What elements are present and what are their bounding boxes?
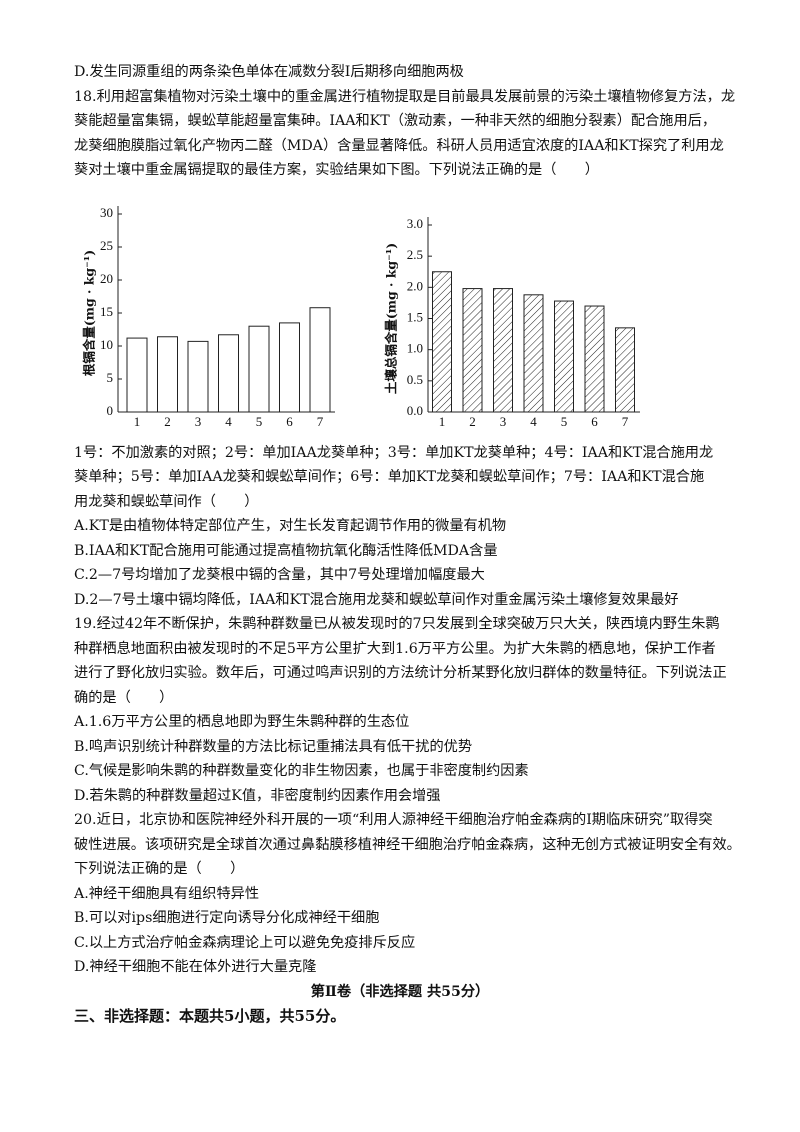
bar bbox=[126, 337, 148, 412]
y-axis-label: 根镉含量(mg · kg⁻¹) bbox=[82, 249, 97, 375]
x-tick-label: 5 bbox=[561, 413, 568, 428]
x-tick-label: 7 bbox=[317, 413, 324, 428]
bar bbox=[584, 305, 605, 412]
x-tick-label: 1 bbox=[439, 413, 446, 428]
option-line: B.IAA和KT配合施用可能通过提高植物抗氧化酶活性降低MDA含量 bbox=[74, 542, 498, 559]
option-line: C.2—7号均增加了龙葵根中镉的含量，其中7号处理增加幅度最大 bbox=[74, 567, 485, 583]
bar bbox=[279, 321, 300, 412]
y-tick-label: 1.5 bbox=[407, 309, 423, 324]
bar bbox=[218, 333, 239, 412]
option-line: A.KT是由植物体特定部位产生，对生长发育起调节作用的微量有机物 bbox=[74, 518, 507, 534]
y-tick-label: 2.0 bbox=[407, 278, 423, 293]
question-line: 下列说法正确的是（ ） bbox=[74, 861, 245, 877]
x-tick-label: 7 bbox=[622, 413, 629, 428]
question-line: 龙葵细胞膜脂过氧化产物丙二醛（MDA）含量显著降低。科研人员用适宜浓度的IAA和… bbox=[74, 137, 724, 154]
bar bbox=[615, 326, 635, 413]
y-tick-label: 30 bbox=[100, 204, 113, 219]
x-tick-label: 6 bbox=[286, 413, 293, 428]
bar bbox=[309, 306, 331, 412]
question-line: D.神经干细胞不能在体外进行大量克隆 bbox=[74, 959, 317, 975]
x-tick-label: 5 bbox=[256, 413, 263, 428]
y-tick-label: 1.0 bbox=[407, 340, 423, 355]
section-title: 第Ⅱ卷（非选择题 共55分） bbox=[310, 983, 490, 1000]
bar bbox=[523, 293, 544, 412]
x-tick-label: 2 bbox=[164, 413, 171, 428]
question-line: A.1.6万平方公里的栖息地即为野生朱鹮种群的生态位 bbox=[74, 714, 410, 730]
question-line: D.若朱鹮的种群数量超过K值，非密度制约因素作用会增强 bbox=[74, 787, 441, 804]
bar bbox=[554, 300, 574, 412]
x-tick-label: 3 bbox=[195, 413, 202, 428]
y-tick-label: 5 bbox=[107, 369, 114, 384]
bar bbox=[248, 325, 270, 412]
y-tick-label: 15 bbox=[100, 303, 113, 318]
question-line: 种群栖息地面积由被发现时的不足5平方公里扩大到1.6万平方公里。为扩大朱鹮的栖息… bbox=[74, 640, 716, 657]
section-heading: 三、非选择题：本题共5小题，共55分。 bbox=[74, 1007, 346, 1025]
question-line: B.鸣声识别统计种群数量的方法比标记重捕法具有低干扰的优势 bbox=[74, 738, 473, 755]
bar bbox=[432, 270, 452, 412]
y-tick-label: 10 bbox=[100, 336, 113, 351]
question-line: 葵对土壤中重金属镉提取的最佳方案，实验结果如下图。下列说法正确的是（ ） bbox=[74, 162, 599, 178]
x-tick-label: 6 bbox=[591, 413, 598, 428]
question-line: 进行了野化放归实验。数年后，可通过鸣声识别的方法统计分析某野化放归群体的数量特征… bbox=[74, 665, 727, 681]
question-line: C.以上方式治疗帕金森病理论上可以避免免疫排斥反应 bbox=[74, 934, 416, 951]
question-line: 20.近日，北京协和医院神经外科开展的一项“利用人源神经干细胞治疗帕金森病的Ⅰ期… bbox=[74, 812, 713, 828]
y-axis-label: 土壤总镉含量(mg · kg⁻¹) bbox=[384, 242, 399, 393]
y-tick-label: 2.5 bbox=[407, 247, 423, 262]
bar bbox=[493, 287, 513, 412]
question-line: 19.经过42年不断保护，朱鹮种群数量已从被发现时的7只发展到全球突破万只大关，… bbox=[74, 616, 720, 632]
bar bbox=[187, 340, 209, 413]
y-tick-label: 3.0 bbox=[407, 215, 423, 230]
option-line: D.发生同源重组的两条染色单体在减数分裂Ⅰ后期移向细胞两极 bbox=[74, 64, 464, 80]
x-tick-label: 4 bbox=[225, 413, 232, 428]
question-line: 18.利用超富集植物对污染土壤中的重金属进行植物提取是目前最具发展前景的污染土壤… bbox=[74, 88, 736, 105]
question-line: B.可以对ips细胞进行定向诱导分化成神经干细胞 bbox=[74, 910, 380, 926]
question-line: A.神经干细胞具有组织特异性 bbox=[74, 885, 260, 902]
y-tick-label: 0 bbox=[107, 402, 114, 417]
question-line: C.气候是影响朱鹮的种群数量变化的非生物因素，也属于非密度制约因素 bbox=[74, 763, 529, 779]
question-line: 破性进展。该项研究是全球首次通过鼻黏膜移植神经干细胞治疗帕金森病，这种无创方式被… bbox=[74, 836, 741, 853]
y-tick-label: 0.5 bbox=[407, 371, 423, 386]
caption-line: 葵单种；5号：单加IAA龙葵和蜈蚣草间作；6号：单加KT龙葵和蜈蚣草间作；7号：… bbox=[74, 469, 705, 485]
x-tick-label: 2 bbox=[469, 413, 476, 428]
option-line: D.2—7号土壤中镉均降低，IAA和KT混合施用龙葵和蜈蚣草间作对重金属污染土壤… bbox=[74, 591, 679, 608]
x-tick-label: 4 bbox=[530, 413, 537, 428]
y-tick-label: 20 bbox=[100, 270, 113, 285]
question-line: 确的是（ ） bbox=[74, 689, 174, 706]
bar bbox=[462, 287, 483, 412]
y-tick-label: 25 bbox=[100, 237, 113, 252]
caption-line: 1号：不加激素的对照；2号：单加IAA龙葵单种；3号：单加KT龙葵单种；4号：I… bbox=[74, 444, 714, 461]
x-tick-label: 3 bbox=[500, 413, 507, 428]
x-tick-label: 1 bbox=[134, 413, 141, 428]
caption-line: 用龙葵和蜈蚣草间作（ ） bbox=[74, 493, 259, 510]
y-tick-label: 0.0 bbox=[407, 402, 423, 417]
bar bbox=[157, 335, 178, 412]
question-line: 葵能超量富集镉，蜈蚣草能超量富集砷。IAA和KT（激动素，一种非天然的细胞分裂素… bbox=[74, 113, 717, 129]
